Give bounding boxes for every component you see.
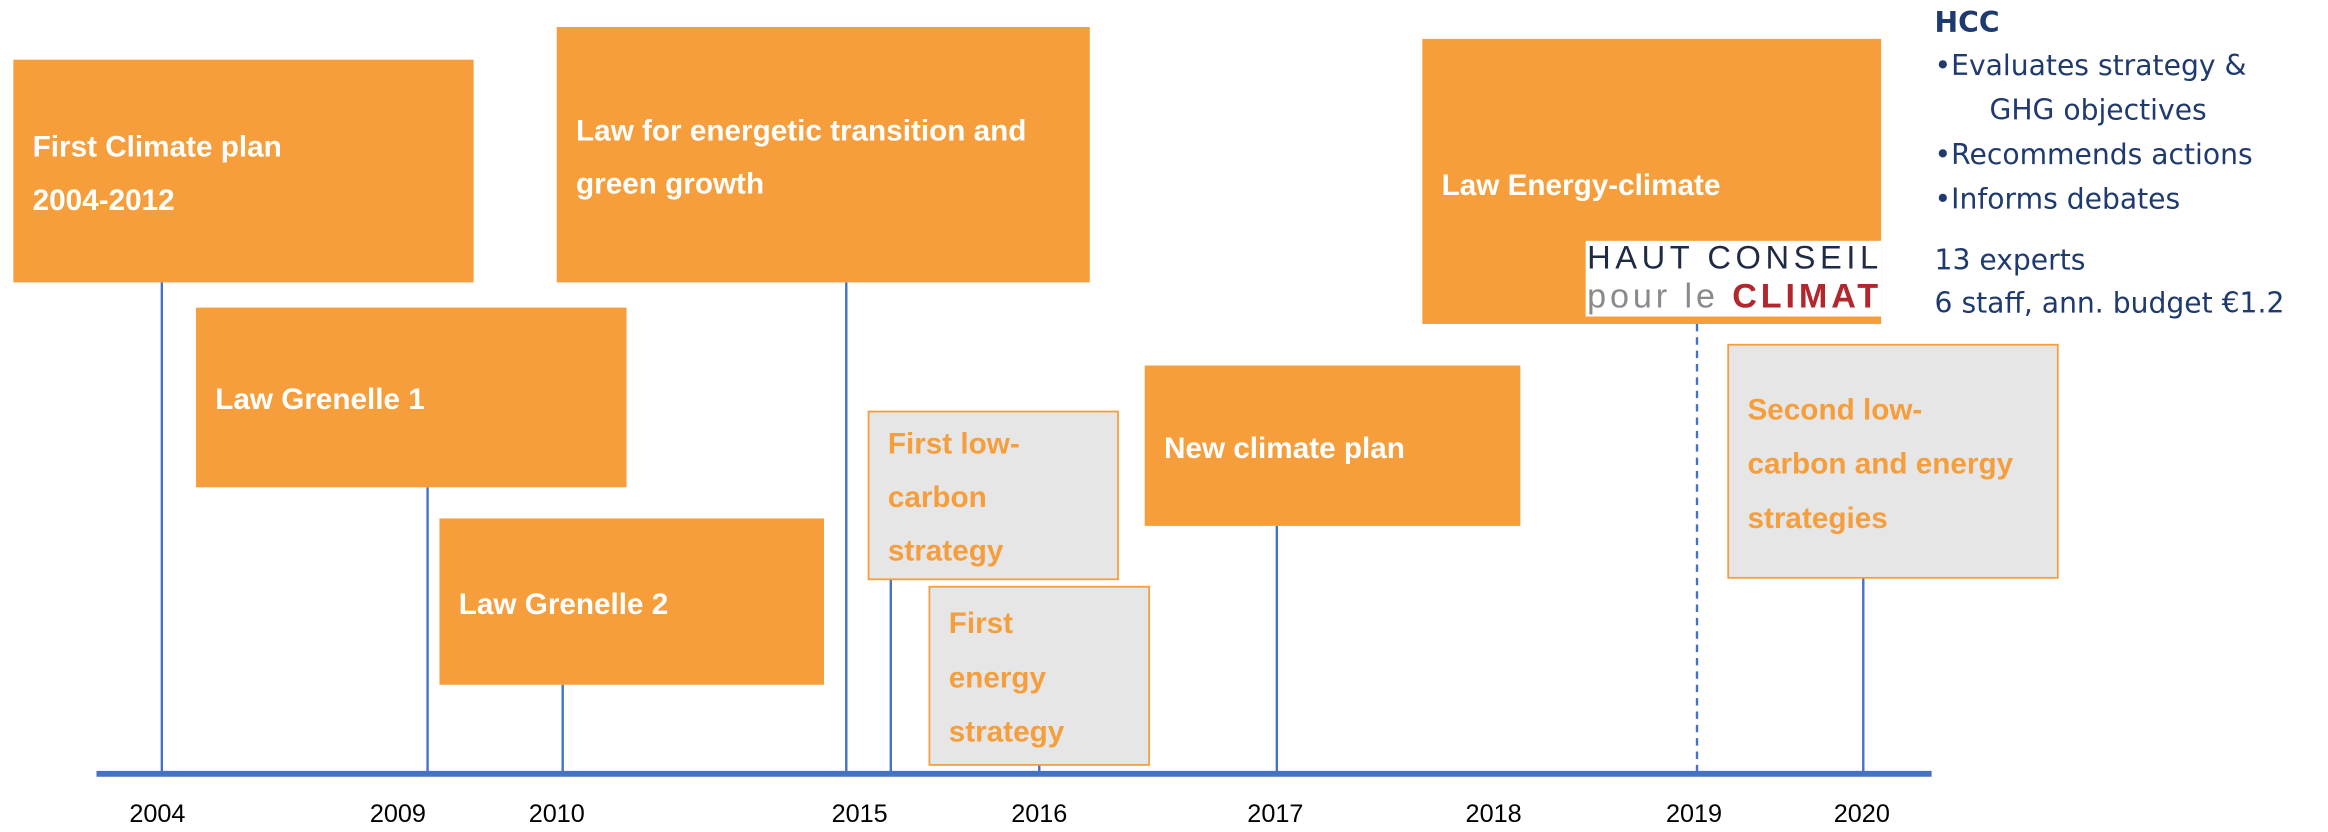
event-label: First Climate plan (33, 131, 282, 164)
year-label: 2004 (129, 800, 185, 828)
year-label: 2016 (1011, 800, 1067, 828)
event-label: carbon and energy (1747, 448, 2013, 481)
event: New climate plan (1144, 365, 1521, 774)
event-box (1144, 365, 1521, 526)
event-label: strategy (888, 534, 1004, 567)
event-label: New climate plan (1164, 432, 1405, 465)
hcc-line: •Evaluates strategy & (1935, 49, 2247, 82)
year-label: 2009 (370, 800, 426, 828)
year-label: 2020 (1834, 800, 1890, 828)
event: First energy strategy (928, 585, 1151, 774)
event-label: First (949, 607, 1013, 640)
hcc-note: 6 staff, ann. budget €1.2 (1935, 287, 2285, 320)
event-label: energy (949, 661, 1047, 694)
event: Second low-carbon and energy strategies (1727, 343, 2059, 774)
hcc-line: •Informs debates (1935, 183, 2181, 216)
event-label: Law Grenelle 1 (215, 383, 425, 416)
event-box (195, 307, 627, 488)
event-label: Law for energetic transition and (576, 114, 1026, 147)
event-box (867, 410, 1119, 581)
event: First low-carbon strategy (867, 410, 1119, 774)
event-label: Law Grenelle 2 (459, 588, 669, 621)
event: Law for energetic transition and green gr… (556, 27, 1090, 774)
event-label: green growth (576, 168, 764, 201)
hcc-title: HCC (1935, 6, 2000, 39)
event-label: carbon (888, 481, 987, 514)
event: First Climate plan 2004-2012 (13, 59, 474, 774)
event-label: strategies (1747, 502, 1887, 535)
hcc-panel: HCC •Evaluates strategy & GHG objectives… (1935, 6, 2285, 320)
event-box (928, 585, 1151, 766)
event-box (13, 59, 474, 283)
event-label: strategy (949, 716, 1065, 749)
event: Law Grenelle 2 (439, 518, 825, 774)
hcc-line: GHG objectives (1989, 94, 2206, 127)
hcc-line: •Recommends actions (1935, 138, 2253, 171)
logo-word: pour le (1587, 278, 1728, 316)
event-label: Law Energy-climate (1442, 169, 1721, 202)
event-label: First low- (888, 428, 1020, 461)
year-label: 2017 (1247, 800, 1303, 828)
hcc-note: 13 experts (1935, 244, 2086, 277)
year-label: 2019 (1666, 800, 1722, 828)
event-box (1727, 343, 2059, 579)
logo-bg (1585, 240, 1882, 317)
event: Law Grenelle 1 (195, 307, 627, 774)
event-box (439, 518, 825, 685)
year-label: 2010 (529, 800, 585, 828)
year-label: 2018 (1466, 800, 1522, 828)
event-label: Second low- (1747, 393, 1922, 426)
logo-word: CLIMAT (1732, 278, 1878, 316)
year-label: 2015 (832, 800, 888, 828)
event-box (556, 27, 1090, 283)
event-label: 2004-2012 (33, 184, 175, 217)
